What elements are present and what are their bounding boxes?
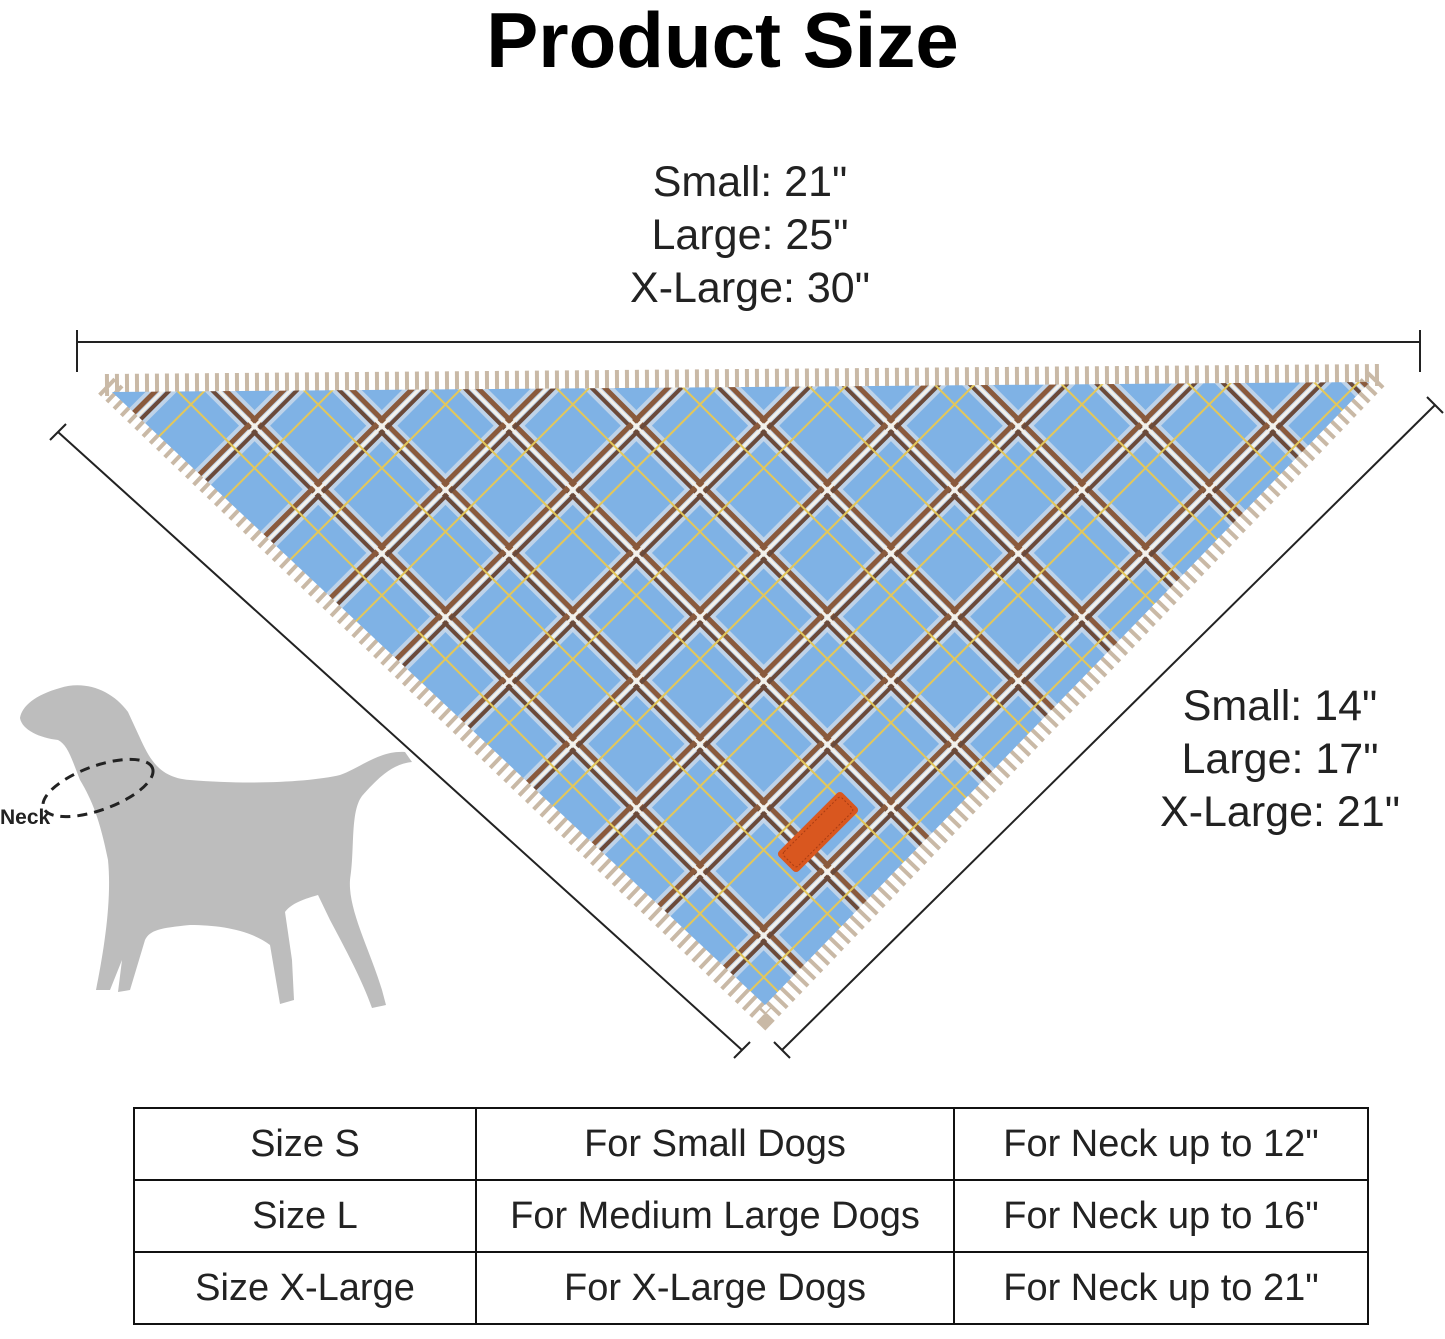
size-cell: Size X-Large [133, 1251, 477, 1325]
neck-cell: For Neck up to 16" [953, 1179, 1369, 1253]
neck-cell: For Neck up to 21" [953, 1251, 1369, 1325]
neck-measure-line [41, 757, 155, 819]
width-small: Small: 21" [652, 158, 848, 206]
right-dimension-line [781, 404, 1436, 1051]
dog-type-cell: For Medium Large Dogs [475, 1179, 955, 1253]
dog-silhouette [20, 685, 412, 1008]
illustration [20, 330, 1444, 1059]
brand-tag [777, 791, 859, 873]
page-title: Product Size [486, 0, 959, 84]
width-large: Large: 25" [651, 211, 849, 259]
neck-cell: For Neck up to 12" [953, 1107, 1369, 1181]
size-cell: Size S [133, 1107, 477, 1181]
side-small: Small: 14" [1182, 682, 1378, 730]
table-row: Size S For Small Dogs For Neck up to 12" [133, 1107, 1369, 1181]
size-table: Size S For Small Dogs For Neck up to 12"… [133, 1107, 1369, 1325]
side-large: Large: 17" [1181, 735, 1379, 783]
neck-label: Neck [0, 806, 51, 829]
width-dimensions: Small: 21" Large: 25" X-Large: 30" [560, 156, 940, 315]
side-xlarge: X-Large: 21" [1160, 788, 1400, 836]
dog-type-cell: For X-Large Dogs [475, 1251, 955, 1325]
table-row: Size X-Large For X-Large Dogs For Neck u… [133, 1251, 1369, 1325]
width-xlarge: X-Large: 30" [630, 264, 870, 312]
side-dimensions: Small: 14" Large: 17" X-Large: 21" [1120, 680, 1440, 839]
dimension-lines [49, 330, 1444, 1059]
left-dimension-line [57, 431, 743, 1051]
size-cell: Size L [133, 1179, 477, 1253]
dog-type-cell: For Small Dogs [475, 1107, 955, 1181]
bandana [112, 382, 1370, 1005]
table-row: Size L For Medium Large Dogs For Neck up… [133, 1179, 1369, 1253]
